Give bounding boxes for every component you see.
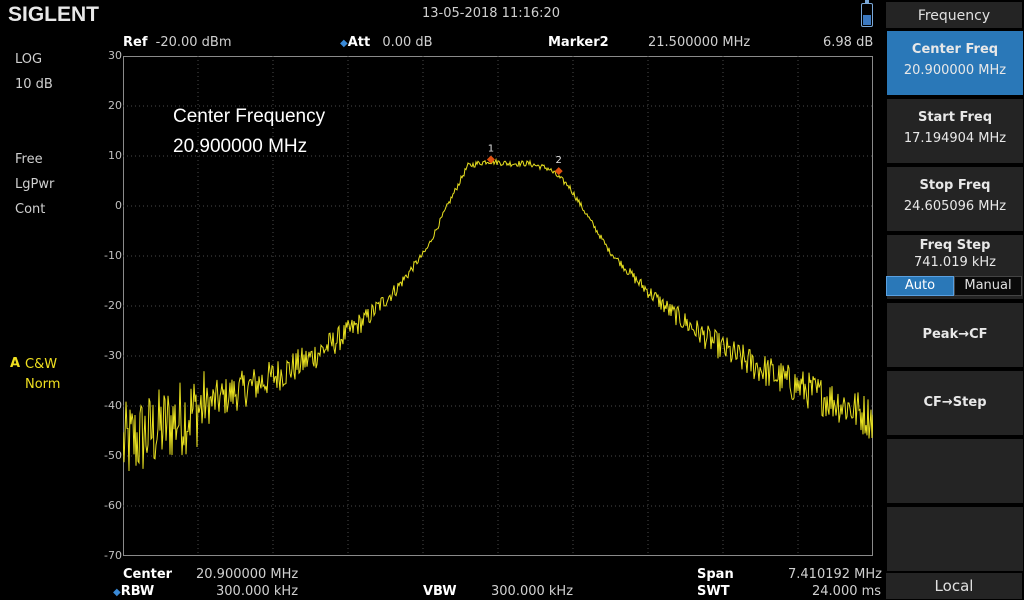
ref-level[interactable]: Ref -20.00 dBm	[123, 35, 232, 50]
marker-2-label: 2	[556, 155, 562, 166]
local-softkey[interactable]: Local	[886, 573, 1022, 599]
y-tick-label: -40	[104, 399, 122, 412]
swt-value: 24.000 ms	[812, 584, 882, 599]
start-freq-softkey[interactable]: Start Freq 17.194904 MHz	[886, 98, 1024, 164]
rbw-value: 300.000 kHz	[216, 584, 299, 599]
center-value: 20.900000 MHz	[196, 567, 299, 582]
ref-label: Ref	[123, 35, 148, 50]
trace-letter: A	[10, 356, 21, 371]
y-tick-label: -10	[104, 249, 122, 262]
span-label: Span	[697, 567, 734, 582]
cf-to-step-softkey[interactable]: CF→Step	[886, 370, 1024, 436]
ref-value: -20.00 dBm	[155, 35, 232, 50]
auto-diamond-icon: ◆	[340, 38, 348, 49]
peak-to-cf-label: Peak→CF	[922, 327, 988, 342]
center-freq-softkey[interactable]: Center Freq 20.900000 MHz	[886, 30, 1024, 96]
auto-diamond-icon: ◆	[113, 587, 121, 598]
annotation-title: Center Frequency	[173, 106, 326, 127]
spectrum-chart: 12	[123, 56, 873, 556]
stop-freq-softkey[interactable]: Stop Freq 24.605096 MHz	[886, 166, 1024, 232]
battery-icon	[861, 0, 873, 27]
y-tick-label: -60	[104, 499, 122, 512]
peak-to-cf-softkey[interactable]: Peak→CF	[886, 302, 1024, 368]
y-tick-label: 30	[108, 49, 122, 62]
start-freq-value: 17.194904 MHz	[903, 131, 1007, 146]
swt-label: SWT	[697, 584, 730, 599]
vbw-value: 300.000 kHz	[491, 584, 574, 599]
scale-type: LOG	[15, 52, 43, 67]
stop-freq-label: Stop Freq	[919, 178, 991, 193]
brand-logo: SIGLENT	[8, 3, 100, 26]
cf-to-step-label: CF→Step	[923, 395, 987, 410]
stop-freq-value: 24.605096 MHz	[903, 199, 1007, 214]
freq-step-mode-toggle[interactable]: Auto Manual	[886, 276, 1022, 296]
y-tick-label: -30	[104, 349, 122, 362]
span-value: 7.410192 MHz	[788, 567, 882, 582]
marker-frequency: 21.500000 MHz	[648, 35, 751, 50]
rbw-label: RBW	[120, 584, 155, 599]
start-freq-label: Start Freq	[917, 110, 993, 125]
y-tick-label: -50	[104, 449, 122, 462]
annotation-value: 20.900000 MHz	[173, 136, 308, 157]
empty-softkey-2[interactable]	[886, 506, 1024, 572]
date-time: 13-05-2018 11:16:20	[422, 6, 561, 21]
y-tick-label: 10	[108, 149, 122, 162]
trace-type: Norm	[25, 377, 61, 392]
auto-option[interactable]: Auto	[886, 276, 954, 296]
center-freq-label: Center Freq	[911, 42, 999, 57]
attenuation[interactable]: ◆Att 0.00 dB	[340, 35, 433, 50]
manual-option[interactable]: Manual	[954, 276, 1022, 296]
freq-step-value: 741.019 kHz	[913, 255, 997, 270]
sweep-mode: Cont	[15, 202, 46, 217]
menu-title: Frequency	[886, 2, 1022, 28]
y-tick-label: -70	[104, 549, 122, 562]
y-tick-label: 20	[108, 99, 122, 112]
vbw-label: VBW	[423, 584, 457, 599]
marker-2-point[interactable]	[554, 167, 563, 176]
y-tick-label: -20	[104, 299, 122, 312]
scale-div: 10 dB	[15, 77, 53, 92]
marker-1-point[interactable]	[486, 155, 495, 164]
center-freq-value: 20.900000 MHz	[903, 63, 1007, 78]
marker-1-label: 1	[488, 144, 494, 155]
grid	[123, 56, 873, 556]
att-value: 0.00 dB	[382, 35, 433, 50]
trigger-mode: Free	[15, 152, 43, 167]
marker-label: Marker2	[548, 35, 609, 50]
y-tick-label: 0	[115, 199, 122, 212]
freq-step-label: Freq Step	[919, 238, 991, 253]
trace-mode: C&W	[25, 357, 58, 372]
detector: LgPwr	[15, 177, 55, 192]
trace-line	[123, 157, 873, 472]
marker-level: 6.98 dB	[823, 35, 874, 50]
empty-softkey-1[interactable]	[886, 438, 1024, 504]
rbw[interactable]: ◆RBW	[113, 584, 154, 599]
att-label: Att	[347, 35, 371, 50]
center-label: Center	[123, 567, 173, 582]
